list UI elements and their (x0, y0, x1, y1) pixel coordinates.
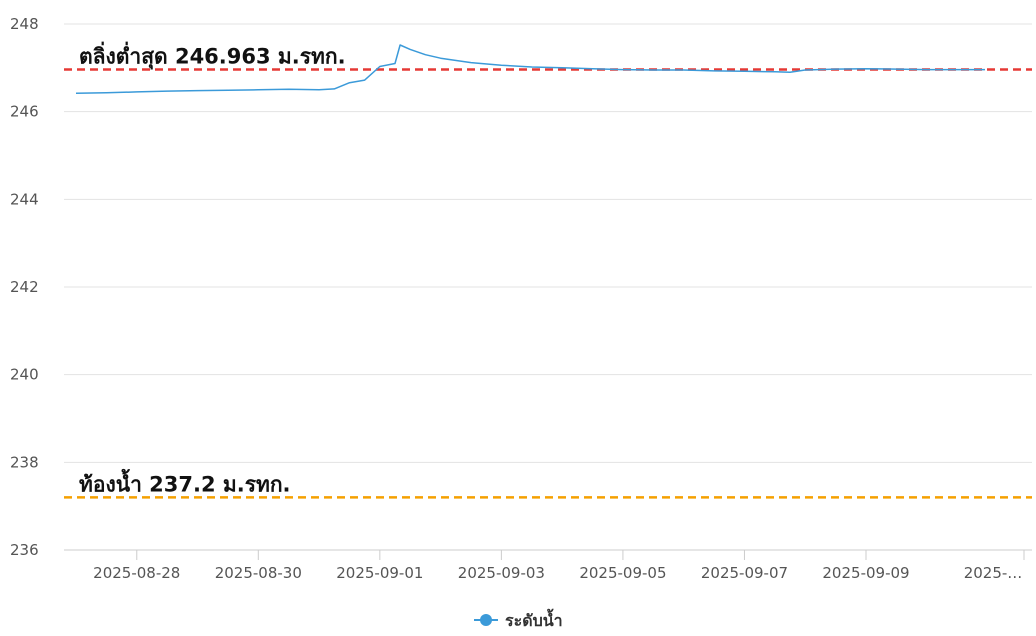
y-tick-label: 236 (10, 541, 39, 559)
y-tick-label: 240 (10, 366, 39, 384)
x-tick-label: 2025-09-03 (458, 564, 545, 582)
x-tick-label: 2025-08-28 (93, 564, 180, 582)
reference-line-label: ตลิ่งต่ำสุด 246.963 ม.รทก. (79, 40, 346, 70)
y-tick-label: 244 (10, 190, 39, 208)
legend-label: ระดับน้ำ (505, 608, 563, 630)
x-tick-label: 2025-09-01 (336, 564, 423, 582)
y-tick-label: 242 (10, 278, 39, 296)
y-tick-label: 248 (10, 15, 39, 33)
reference-line-label: ท้องน้ำ 237.2 ม.รทก. (79, 468, 291, 496)
series-line (75, 44, 985, 95)
x-axis: 2025-08-28 2025-08-30 2025-09-01 2025-09-03… (64, 549, 1032, 582)
y-axis: 236 238 240 242 244 246 248 (10, 15, 39, 559)
series-layer (75, 44, 985, 95)
legend-item[interactable]: ระดับน้ำ (474, 608, 563, 630)
y-tick-label: 238 (10, 453, 39, 471)
x-tick-label: 2025-09-05 (579, 564, 666, 582)
y-tick-label: 246 (10, 103, 39, 121)
x-tick-label: 2025-09-07 (701, 564, 788, 582)
x-tick-label: 2025-… (964, 564, 1023, 582)
reference-lines: ตลิ่งต่ำสุด 246.963 ม.รทก. ท้องน้ำ 237.2 … (64, 40, 1032, 499)
legend-marker-icon (480, 614, 492, 626)
x-tick-label: 2025-08-30 (215, 564, 302, 582)
x-tick-label: 2025-09-09 (822, 564, 909, 582)
legend[interactable]: ระดับน้ำ (474, 608, 563, 630)
gridlines (64, 23, 1032, 551)
